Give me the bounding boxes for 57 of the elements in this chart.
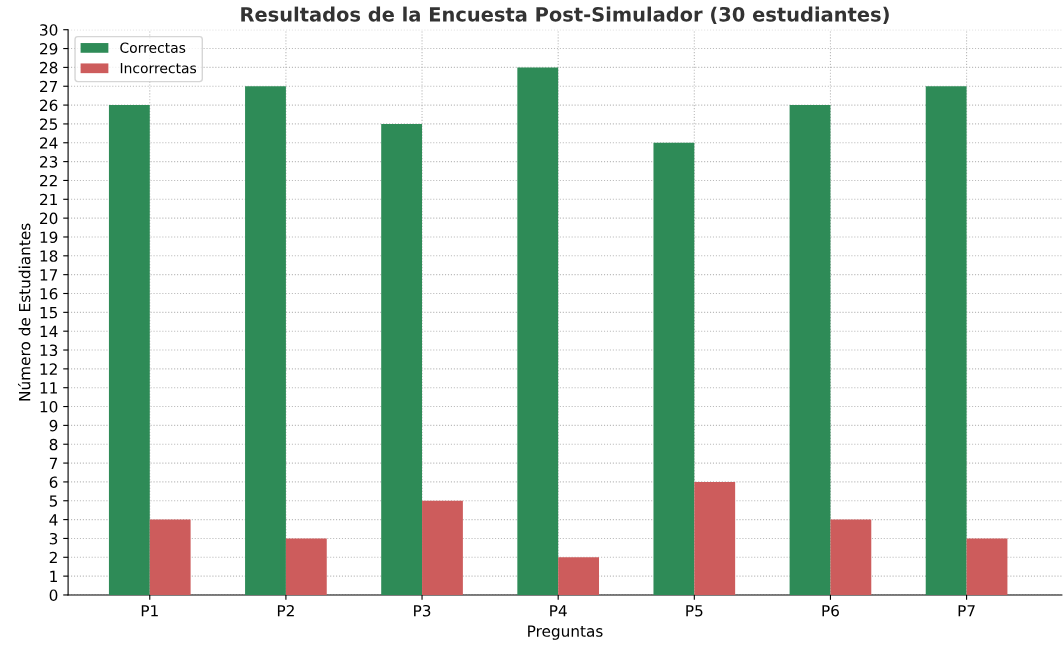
x-tick-label: P1	[141, 605, 158, 617]
bar	[149, 519, 191, 595]
y-tick-label: 14	[40, 325, 58, 337]
y-tick-label: 29	[40, 43, 58, 55]
y-tick-label: 4	[49, 514, 58, 526]
x-tick-label: P5	[686, 605, 703, 617]
y-tick-label: 28	[40, 61, 58, 74]
y-tick-label: 2	[49, 551, 57, 564]
y-tick-label: 24	[40, 137, 58, 149]
y-tick-label: 23	[40, 156, 58, 168]
y-axis-title: Número de Estudiantes	[17, 223, 31, 401]
x-tick-label: P2	[277, 604, 294, 617]
x-tick-label: P4	[550, 605, 567, 617]
bar	[694, 481, 736, 595]
bar	[653, 142, 695, 595]
y-tick-label: 21	[40, 193, 57, 206]
y-tick-label: 8	[49, 438, 58, 451]
chart-title: Resultados de la Encuesta Post-Simulador (30 estudiantes)	[241, 6, 889, 24]
bar	[966, 538, 1008, 595]
bar	[558, 557, 600, 595]
bar	[789, 105, 831, 595]
y-tick-label: 19	[40, 231, 58, 243]
y-tick-label: 18	[40, 250, 58, 262]
bar	[422, 500, 463, 595]
bar	[245, 86, 286, 595]
y-tick-label: 12	[40, 363, 57, 375]
y-tick-label: 9	[49, 419, 58, 432]
y-tick-label: 16	[40, 287, 58, 300]
x-tick-label: P7	[958, 605, 975, 617]
bar	[830, 519, 872, 595]
y-tick-label: 30	[40, 24, 58, 36]
x-axis-title: Preguntas	[528, 625, 603, 640]
y-tick-label: 25	[40, 118, 58, 130]
y-tick-label: 3	[49, 532, 58, 545]
x-tick-label: P3	[414, 604, 431, 617]
y-tick-label: 10	[40, 401, 58, 413]
y-tick-label: 17	[40, 269, 58, 281]
y-tick-label: 20	[40, 212, 58, 225]
y-tick-label: 15	[40, 307, 58, 319]
y-tick-label: 26	[40, 99, 58, 112]
x-tick-label: P6	[822, 604, 839, 617]
bar	[108, 105, 150, 595]
y-tick-label: 27	[40, 80, 58, 93]
y-tick-label: 5	[49, 495, 58, 507]
y-tick-label: 11	[40, 382, 57, 394]
y-tick-label: 0	[49, 589, 58, 601]
bar	[925, 86, 967, 595]
bar	[285, 538, 327, 595]
y-tick-label: 22	[40, 174, 57, 187]
y-tick-label: 13	[40, 344, 58, 357]
y-tick-label: 6	[49, 476, 58, 488]
legend-label: Correctas	[120, 42, 186, 53]
bar	[381, 123, 423, 595]
y-tick-label: 7	[49, 457, 58, 469]
bar	[517, 67, 559, 595]
legend-label: Incorrectas	[120, 63, 197, 74]
y-tick-label: 1	[50, 570, 57, 582]
